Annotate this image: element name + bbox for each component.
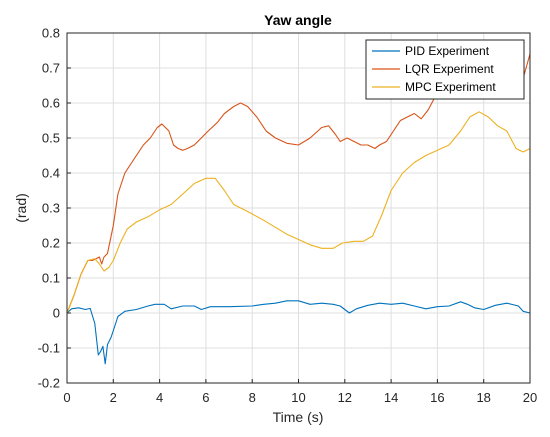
y-tick-label: -0.1 bbox=[38, 341, 60, 356]
series-layer bbox=[66, 49, 531, 365]
y-tick-label: 0.3 bbox=[42, 201, 60, 216]
x-axis-label: Time (s) bbox=[273, 409, 324, 425]
grid bbox=[67, 33, 530, 383]
series-line-mpc-experiment bbox=[66, 111, 531, 314]
x-tick-label: 8 bbox=[249, 390, 256, 405]
y-tick-label: 0.1 bbox=[42, 271, 60, 286]
y-axis-ticks: -0.2 -0.1 0 0.1 0.2 0.3 0.4 0.5 0.6 0.7 0.8 bbox=[38, 26, 71, 391]
x-axis-ticks: 0 2 4 6 8 10 12 14 16 18 20 bbox=[63, 379, 537, 405]
x-tick-label: 14 bbox=[384, 390, 398, 405]
x-tick-label: 0 bbox=[63, 390, 70, 405]
y-tick-label: 0.2 bbox=[42, 236, 60, 251]
x-tick-label: 18 bbox=[476, 390, 490, 405]
y-tick-label: 0.5 bbox=[42, 131, 60, 146]
y-tick-label: -0.2 bbox=[38, 376, 60, 391]
x-tick-label: 20 bbox=[523, 390, 537, 405]
y-tick-label: 0.7 bbox=[42, 61, 60, 76]
legend-label-mpc-experiment: MPC Experiment bbox=[405, 80, 496, 94]
legend-label-lqr-experiment: LQR Experiment bbox=[405, 62, 494, 76]
y-tick-label: 0 bbox=[53, 306, 60, 321]
y-tick-label: 0.4 bbox=[42, 166, 60, 181]
x-tick-label: 16 bbox=[430, 390, 444, 405]
y-tick-label: 0.6 bbox=[42, 96, 60, 111]
x-tick-label: 10 bbox=[291, 390, 305, 405]
x-tick-label: 6 bbox=[202, 390, 209, 405]
x-tick-label: 12 bbox=[338, 390, 352, 405]
series-line-pid-experiment bbox=[66, 300, 531, 365]
x-tick-label: 2 bbox=[110, 390, 117, 405]
y-axis-label: (rad) bbox=[13, 193, 29, 223]
x-tick-label: 4 bbox=[156, 390, 163, 405]
chart-title: Yaw angle bbox=[264, 12, 332, 28]
legend-label-pid-experiment: PID Experiment bbox=[405, 44, 490, 58]
legend: PID Experiment LQR Experiment MPC Experime… bbox=[365, 39, 525, 100]
y-tick-label: 0.8 bbox=[42, 26, 60, 41]
series-line-lqr-experiment bbox=[66, 49, 531, 314]
